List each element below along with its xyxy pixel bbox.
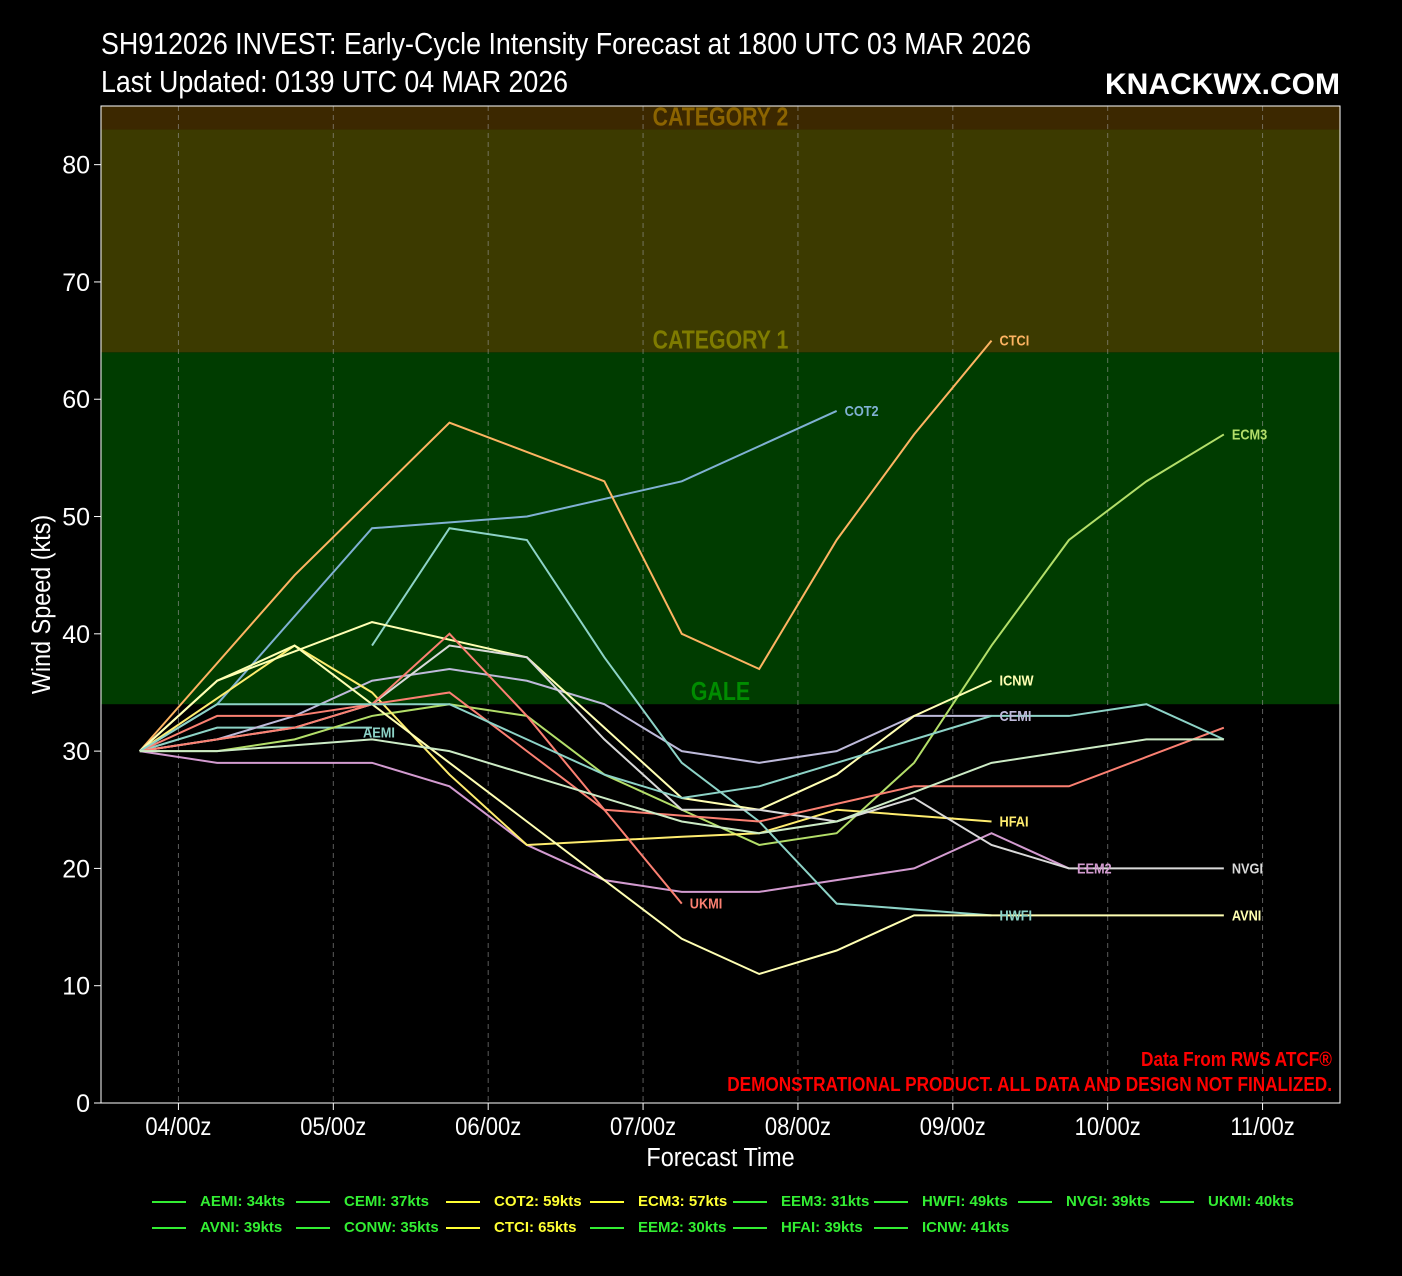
- series-label-nvgi: NVGI: [1232, 859, 1263, 876]
- data-credit: Data From RWS ATCF®: [1141, 1048, 1332, 1071]
- y-tick-label: 70: [62, 269, 90, 297]
- plot-frame: [100, 105, 1341, 1104]
- legend-label: COT2: 59kts: [494, 1193, 582, 1210]
- legend-swatch: [590, 1226, 624, 1229]
- legend-swatch: [1018, 1200, 1052, 1203]
- series-label-hfai: HFAI: [1000, 812, 1029, 829]
- y-tick-label: 10: [62, 973, 90, 1001]
- y-tick-label: 50: [62, 504, 90, 532]
- band-category-2: [101, 106, 1340, 130]
- series-line-icnw: [139, 621, 992, 811]
- legend-label: HWFI: 49kts: [922, 1193, 1008, 1210]
- x-tick-label: 08/00z: [765, 1113, 831, 1141]
- x-tick-label: 09/00z: [920, 1113, 986, 1141]
- x-tick-label: 05/00z: [300, 1113, 366, 1141]
- legend-item: NVGI: 39kts: [1018, 1193, 1150, 1210]
- legend-label: UKMI: 40kts: [1208, 1193, 1294, 1210]
- y-tick-label: 20: [62, 855, 90, 883]
- legend-swatch: [733, 1200, 767, 1203]
- legend-swatch: [590, 1200, 624, 1203]
- legend-swatch: [152, 1200, 186, 1203]
- x-tick-label: 04/00z: [145, 1113, 211, 1141]
- legend-item: ECM3: 57kts: [590, 1193, 727, 1210]
- y-tick-label: 30: [62, 738, 90, 766]
- series-label-ctci: CTCI: [1000, 332, 1030, 349]
- x-tick-label: 11/00z: [1230, 1113, 1294, 1141]
- y-tick-label: 40: [62, 621, 90, 649]
- legend-item: HFAI: 39kts: [733, 1219, 863, 1236]
- series-label-eem2: EEM2: [1077, 859, 1112, 876]
- band-label-category-1: CATEGORY 1: [653, 325, 789, 355]
- y-tick-label: 80: [62, 152, 90, 180]
- legend-label: CEMI: 37kts: [344, 1193, 430, 1210]
- legend-label: NVGI: 39kts: [1066, 1193, 1151, 1210]
- legend-swatch: [446, 1226, 480, 1229]
- legend-swatch: [152, 1226, 186, 1229]
- series-line-unlabeled-12: [139, 691, 1225, 823]
- y-tick-label: 60: [62, 386, 90, 414]
- x-tick-label: 10/00z: [1075, 1113, 1141, 1141]
- legend-item: COT2: 59kts: [446, 1193, 582, 1210]
- legend-label: ICNW: 41kts: [922, 1219, 1010, 1236]
- series-line-unlabeled-14: [139, 738, 1224, 835]
- legend-item: CTCI: 65kts: [446, 1219, 577, 1236]
- legend-label: AEMI: 34kts: [200, 1193, 286, 1210]
- legend-item: CONW: 35kts: [296, 1219, 439, 1236]
- series-line-hwfi: [371, 527, 992, 917]
- legend-item: CEMI: 37kts: [296, 1193, 429, 1210]
- y-tick-label: 0: [76, 1090, 90, 1118]
- legend-item: ICNW: 41kts: [874, 1219, 1009, 1236]
- series-label-icnw: ICNW: [1000, 672, 1035, 689]
- legend-item: EEM2: 30kts: [590, 1219, 726, 1236]
- series-line-ctci: [138, 339, 993, 752]
- legend-label: EEM2: 30kts: [638, 1219, 727, 1236]
- series-label-aemi: AEMI: [363, 724, 395, 741]
- legend-item: HWFI: 49kts: [874, 1193, 1008, 1210]
- legend-swatch: [874, 1226, 908, 1229]
- series-line-eem2: [139, 750, 1070, 893]
- series-label-ecm3: ECM3: [1232, 425, 1268, 442]
- legend-label: EEM3: 31kts: [781, 1193, 870, 1210]
- legend-label: ECM3: 57kts: [638, 1193, 728, 1210]
- legend-swatch: [446, 1200, 480, 1203]
- chart-title: SH912026 INVEST: Early-Cycle Intensity F…: [101, 26, 1031, 61]
- series-line-unlabeled-13: [139, 703, 1225, 800]
- legend-item: AVNI: 39kts: [152, 1219, 282, 1236]
- legend-item: UKMI: 40kts: [1160, 1193, 1294, 1210]
- x-axis-label: Forecast Time: [646, 1144, 794, 1172]
- legend-swatch: [733, 1226, 767, 1229]
- legend-label: CTCI: 65kts: [494, 1219, 577, 1236]
- series-line-avni: [139, 644, 1224, 976]
- band-label-gale: GALE: [691, 677, 750, 707]
- disclaimer: DEMONSTRATIONAL PRODUCT. ALL DATA AND DE…: [727, 1073, 1332, 1096]
- legend-label: HFAI: 39kts: [781, 1219, 863, 1236]
- legend-item: EEM3: 31kts: [733, 1193, 869, 1210]
- legend-swatch: [296, 1200, 330, 1203]
- legend-item: AEMI: 34kts: [152, 1193, 285, 1210]
- band-category-1: [101, 129, 1340, 353]
- x-tick-label: 07/00z: [610, 1113, 676, 1141]
- series-label-ukmi: UKMI: [690, 895, 723, 912]
- legend-swatch: [1160, 1200, 1194, 1203]
- series-label-cemi: CEMI: [1000, 707, 1032, 724]
- chart-subtitle: Last Updated: 0139 UTC 04 MAR 2026: [101, 64, 568, 99]
- legend-label: AVNI: 39kts: [200, 1219, 283, 1236]
- series-label-cot2: COT2: [845, 402, 879, 419]
- brand-logo-text[interactable]: KNACKWX.COM: [1105, 68, 1340, 101]
- series-label-hwfi: HWFI: [1000, 906, 1033, 923]
- plot-area: GALE CATEGORY 1 CATEGORY 2 AEMI CEMI COT2 CTCI…: [101, 102, 1340, 1103]
- legend-swatch: [874, 1200, 908, 1203]
- y-axis-label: Wind Speed (kts): [28, 515, 56, 694]
- series-label-avni: AVNI: [1232, 906, 1261, 923]
- x-tick-label: 06/00z: [455, 1113, 521, 1141]
- legend-label: CONW: 35kts: [344, 1219, 439, 1236]
- legend-swatch: [296, 1226, 330, 1229]
- band-label-category-2: CATEGORY 2: [653, 102, 789, 132]
